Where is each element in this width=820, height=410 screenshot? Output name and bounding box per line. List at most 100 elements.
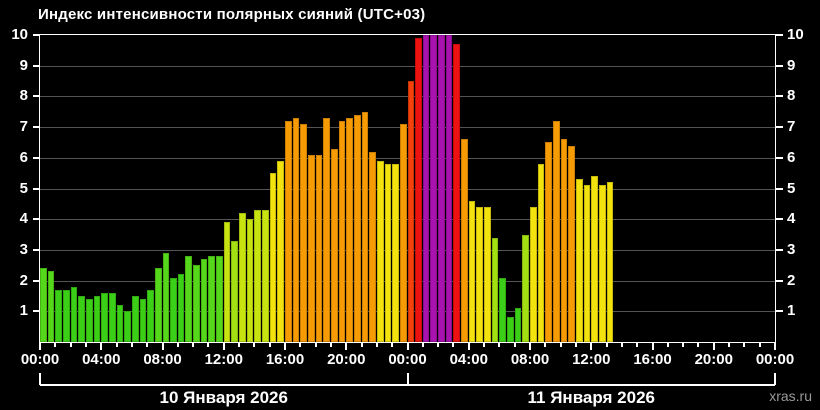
x-axis-label-00:00: 00:00 [388,351,427,368]
bar-day1-03:30 [93,295,101,342]
bar-day1-12:00 [223,222,231,342]
bar-day1-13:30 [246,219,254,342]
x-tick-29 [483,343,486,347]
y-tick-right-4 [776,218,783,221]
y-tick-left-6 [33,156,40,159]
x-tick-34 [559,343,562,347]
x-tick-18 [314,343,317,347]
x-axis-label-20:00: 20:00 [694,351,733,368]
bracket-tick-0 [39,373,41,385]
y-axis-label-right-3: 3 [787,240,796,258]
x-tick-0 [39,343,41,350]
bar-day2-09:30 [552,120,560,342]
y-tick-left-4 [33,218,40,221]
bar-day1-03:00 [85,299,93,342]
x-tick-41 [666,343,669,347]
x-tick-45 [728,343,731,347]
y-axis-label-right-9: 9 [787,56,796,74]
x-tick-47 [758,343,761,347]
bar-day2-03:30 [461,139,468,342]
bar-day1-05:30 [124,311,131,342]
x-tick-7 [146,343,149,347]
x-tick-44 [712,343,715,350]
bar-day1-06:30 [139,299,147,342]
bar-day2-13:00 [606,182,614,342]
y-axis-label-right-8: 8 [787,87,796,105]
bar-day1-18:30 [323,117,330,342]
bar-day1-22:00 [376,160,384,342]
y-tick-right-9 [776,64,783,67]
bar-day2-06:00 [499,277,507,342]
y-axis-label-left-7: 7 [19,118,28,136]
x-axis-label-08:00: 08:00 [143,351,182,368]
bar-day1-21:00 [361,111,369,342]
bar-day2-05:30 [491,237,499,342]
x-axis-label-12:00: 12:00 [204,351,243,368]
bar-day1-10:00 [193,265,200,342]
bar-day2-10:00 [560,139,568,342]
y-axis-label-right-4: 4 [787,210,796,228]
x-tick-20 [345,343,348,350]
x-tick-10 [192,343,195,347]
x-tick-39 [636,343,639,347]
y-axis-label-right-7: 7 [787,118,796,136]
y-tick-right-2 [776,279,783,282]
bar-day1-08:00 [162,252,170,342]
x-axis-label-12:00: 12:00 [572,351,611,368]
bar-day1-15:30 [277,160,284,342]
x-tick-4 [100,343,103,350]
bar-day2-05:00 [484,206,491,342]
y-tick-right-8 [776,95,783,98]
x-tick-14 [253,343,256,347]
x-axis-label-04:00: 04:00 [82,351,121,368]
x-tick-23 [391,343,394,347]
bar-day1-06:00 [131,295,139,342]
bar-day1-13:00 [239,213,246,342]
bar-day1-14:30 [262,210,269,342]
x-tick-16 [284,343,286,350]
x-tick-15 [268,343,271,347]
bar-day2-04:30 [476,206,484,342]
bar-day1-17:00 [300,124,307,342]
bar-day1-16:00 [285,120,292,342]
bar-day2-00:00 [407,81,415,342]
bar-day2-11:30 [583,185,591,342]
bar-day1-21:30 [369,151,376,342]
x-tick-2 [69,343,72,347]
bar-day2-03:00 [453,44,461,342]
bar-day1-04:00 [101,292,108,342]
bar-day1-15:00 [269,173,277,342]
x-tick-36 [590,343,593,350]
y-axis-label-right-6: 6 [787,148,796,166]
bar-day2-06:30 [507,317,514,342]
bar-day1-09:30 [185,256,193,342]
bar-day1-20:30 [353,114,361,342]
x-tick-26 [437,343,440,347]
x-axis-label-04:00: 04:00 [449,351,488,368]
bar-day1-23:30 [399,124,407,342]
date-label-day1: 10 Января 2026 [159,388,288,407]
x-axis-label-16:00: 16:00 [633,351,672,368]
bar-day1-12:30 [231,240,239,342]
y-axis-label-left-6: 6 [19,148,28,166]
bracket-tick-1 [406,373,409,385]
bar-day1-19:00 [330,148,338,342]
x-tick-30 [498,343,501,347]
bar-day2-11:00 [575,179,583,342]
x-tick-5 [115,343,118,347]
x-axis-label-20:00: 20:00 [327,351,366,368]
bar-day1-23:00 [392,163,399,342]
x-tick-27 [452,343,455,347]
x-axis-label-16:00: 16:00 [265,351,305,368]
bar-day1-09:00 [177,274,185,342]
bar-day1-11:00 [208,256,216,342]
x-tick-35 [574,343,577,347]
x-tick-21 [360,343,363,347]
y-axis-label-left-3: 3 [19,240,28,258]
bar-day2-09:00 [545,142,552,342]
x-tick-12 [222,343,225,350]
bar-day1-22:30 [384,163,392,342]
x-tick-37 [605,343,608,347]
y-axis-label-left-9: 9 [19,56,28,74]
